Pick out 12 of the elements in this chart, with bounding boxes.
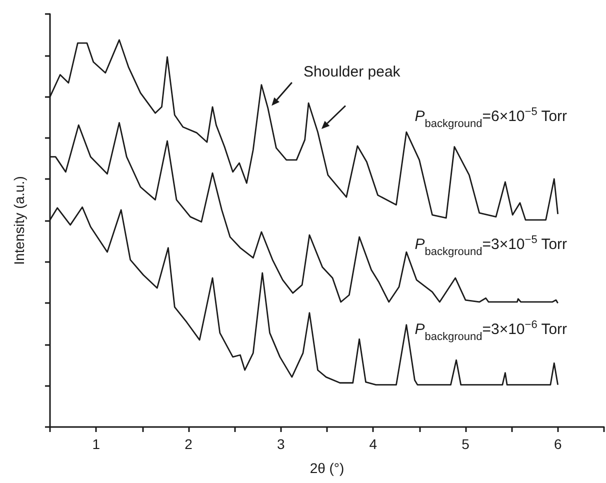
- x-tick-label: 6: [554, 436, 562, 452]
- x-axis-title: 2θ (°): [310, 460, 344, 476]
- x-tick-label: 1: [92, 436, 100, 452]
- series-label: P$_{background}$=3×10$^{−6}$ Torr: [414, 319, 568, 344]
- series-label: P$_{background}$=3×10$^{−5}$ Torr: [414, 234, 568, 258]
- x-tick-label: 5: [462, 436, 470, 452]
- annotation: Shoulder peak: [304, 64, 401, 81]
- series-label: P$_{background}$=6×10$^{−5}$ Torr: [414, 106, 568, 130]
- x-tick-label: 4: [369, 436, 378, 452]
- x-tick-label: 2: [184, 436, 193, 452]
- x-tick-label: 3: [276, 436, 285, 452]
- y-axis-title: Intensity (a.u.): [11, 176, 27, 265]
